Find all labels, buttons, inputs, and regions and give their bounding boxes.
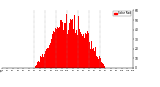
Legend: Solar Rad: Solar Rad: [113, 11, 131, 16]
